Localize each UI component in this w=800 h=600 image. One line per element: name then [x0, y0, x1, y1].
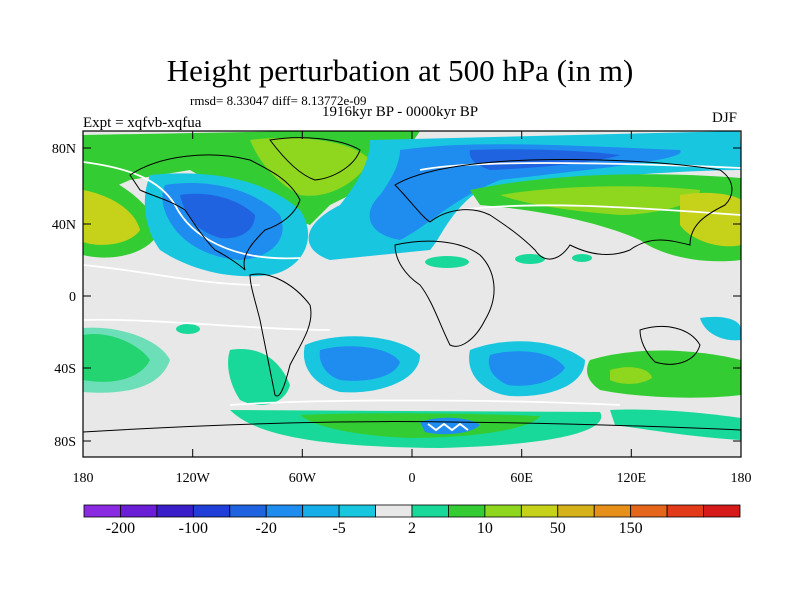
lon-tick-label: 120E — [617, 471, 647, 486]
antarctica-coast — [82, 421, 742, 433]
south-america-coast — [249, 273, 312, 397]
colorbar-swatch — [83, 504, 121, 518]
antarctic-east-pos — [610, 409, 741, 440]
tropic-blob-1 — [425, 256, 469, 268]
greenland-coast — [269, 137, 361, 181]
tropic-blob-4 — [176, 324, 200, 334]
colorbar-swatch — [338, 504, 376, 518]
namerica-neg-core — [180, 193, 255, 239]
africa-coast — [394, 240, 495, 347]
npacific-pos-core — [83, 190, 140, 245]
indian-neg-core — [488, 351, 565, 386]
australia-coast — [639, 326, 701, 365]
colorbar-swatch — [703, 504, 741, 518]
antarctic-neg-core — [427, 422, 469, 432]
colorbar-swatch — [156, 504, 194, 518]
lon-tick-label: 60W — [289, 471, 317, 486]
map-title: Height perturbation at 500 hPa (in m) — [166, 53, 634, 88]
stats-label: rmsd= 8.33047 diff= 8.13772e-09 — [190, 93, 367, 108]
coastlines — [82, 137, 742, 433]
lon-tick-label: 60E — [510, 471, 533, 486]
australia-pos — [587, 350, 741, 398]
lat-tick-label: 40N — [52, 218, 76, 233]
longitude-axis: 180 120W 60W 0 60E 120E 180 — [73, 131, 752, 486]
colorbar-swatch — [120, 504, 158, 518]
season-label: DJF — [712, 110, 738, 126]
colorbar-swatch — [666, 504, 704, 518]
lat-tick-label: 0 — [69, 290, 76, 305]
colorbar-swatch — [411, 504, 449, 518]
north-america-coast — [129, 154, 301, 271]
colorbar-label: -5 — [332, 520, 345, 537]
lon-tick-label: 180 — [731, 471, 752, 486]
experiment-label: Expt = xqfvb-xqfua — [83, 115, 202, 131]
colorbar-label: -20 — [256, 520, 277, 537]
tropic-blob-2 — [515, 254, 545, 264]
colorbar-label: 150 — [619, 520, 643, 537]
south-pacific-pos-weak — [83, 327, 170, 393]
south-atlantic-neg-core — [319, 346, 400, 381]
colorbar-swatch — [375, 504, 413, 518]
wpacific-pos-core — [680, 192, 741, 247]
southern-neg-east — [700, 316, 741, 341]
period-label: 1916kyr BP - 0000kyr BP — [322, 104, 479, 120]
colorbar-label: -200 — [106, 520, 135, 537]
lat-tick-label: 80N — [52, 142, 76, 157]
colorbar-swatch — [520, 504, 559, 518]
lat-tick-label: 80S — [54, 435, 76, 450]
lon-tick-label: 0 — [409, 471, 416, 486]
colorbar-swatch — [192, 504, 231, 518]
colorbar-label: 2 — [408, 520, 416, 537]
antarctic-pos-mid — [300, 413, 540, 438]
asia-pos-mid — [500, 186, 700, 215]
latitude-axis: 80N 40N 0 40S 80S — [52, 142, 741, 450]
colorbar: -200 -100 -20 -5 2 10 50 150 — [83, 504, 741, 537]
colorbar-label: 10 — [477, 520, 493, 537]
lon-tick-label: 120W — [176, 471, 211, 486]
colorbar-swatch — [484, 504, 522, 518]
australia-pos-core — [610, 367, 652, 384]
colorbar-swatch — [593, 504, 632, 518]
colorbar-swatch — [265, 504, 304, 518]
tropic-blob-3 — [572, 254, 592, 262]
colorbar-swatch — [229, 504, 267, 518]
colorbar-swatch — [557, 504, 595, 518]
eurasia-coast — [394, 159, 733, 260]
colorbar-swatch — [630, 504, 668, 518]
contour-field — [83, 131, 741, 457]
colorbar-label: -100 — [179, 520, 208, 537]
colorbar-swatch — [302, 504, 340, 518]
colorbar-label: 50 — [550, 520, 566, 537]
colorbar-swatch — [448, 504, 486, 518]
lon-tick-label: 180 — [73, 471, 94, 486]
lat-tick-label: 40S — [54, 362, 76, 377]
